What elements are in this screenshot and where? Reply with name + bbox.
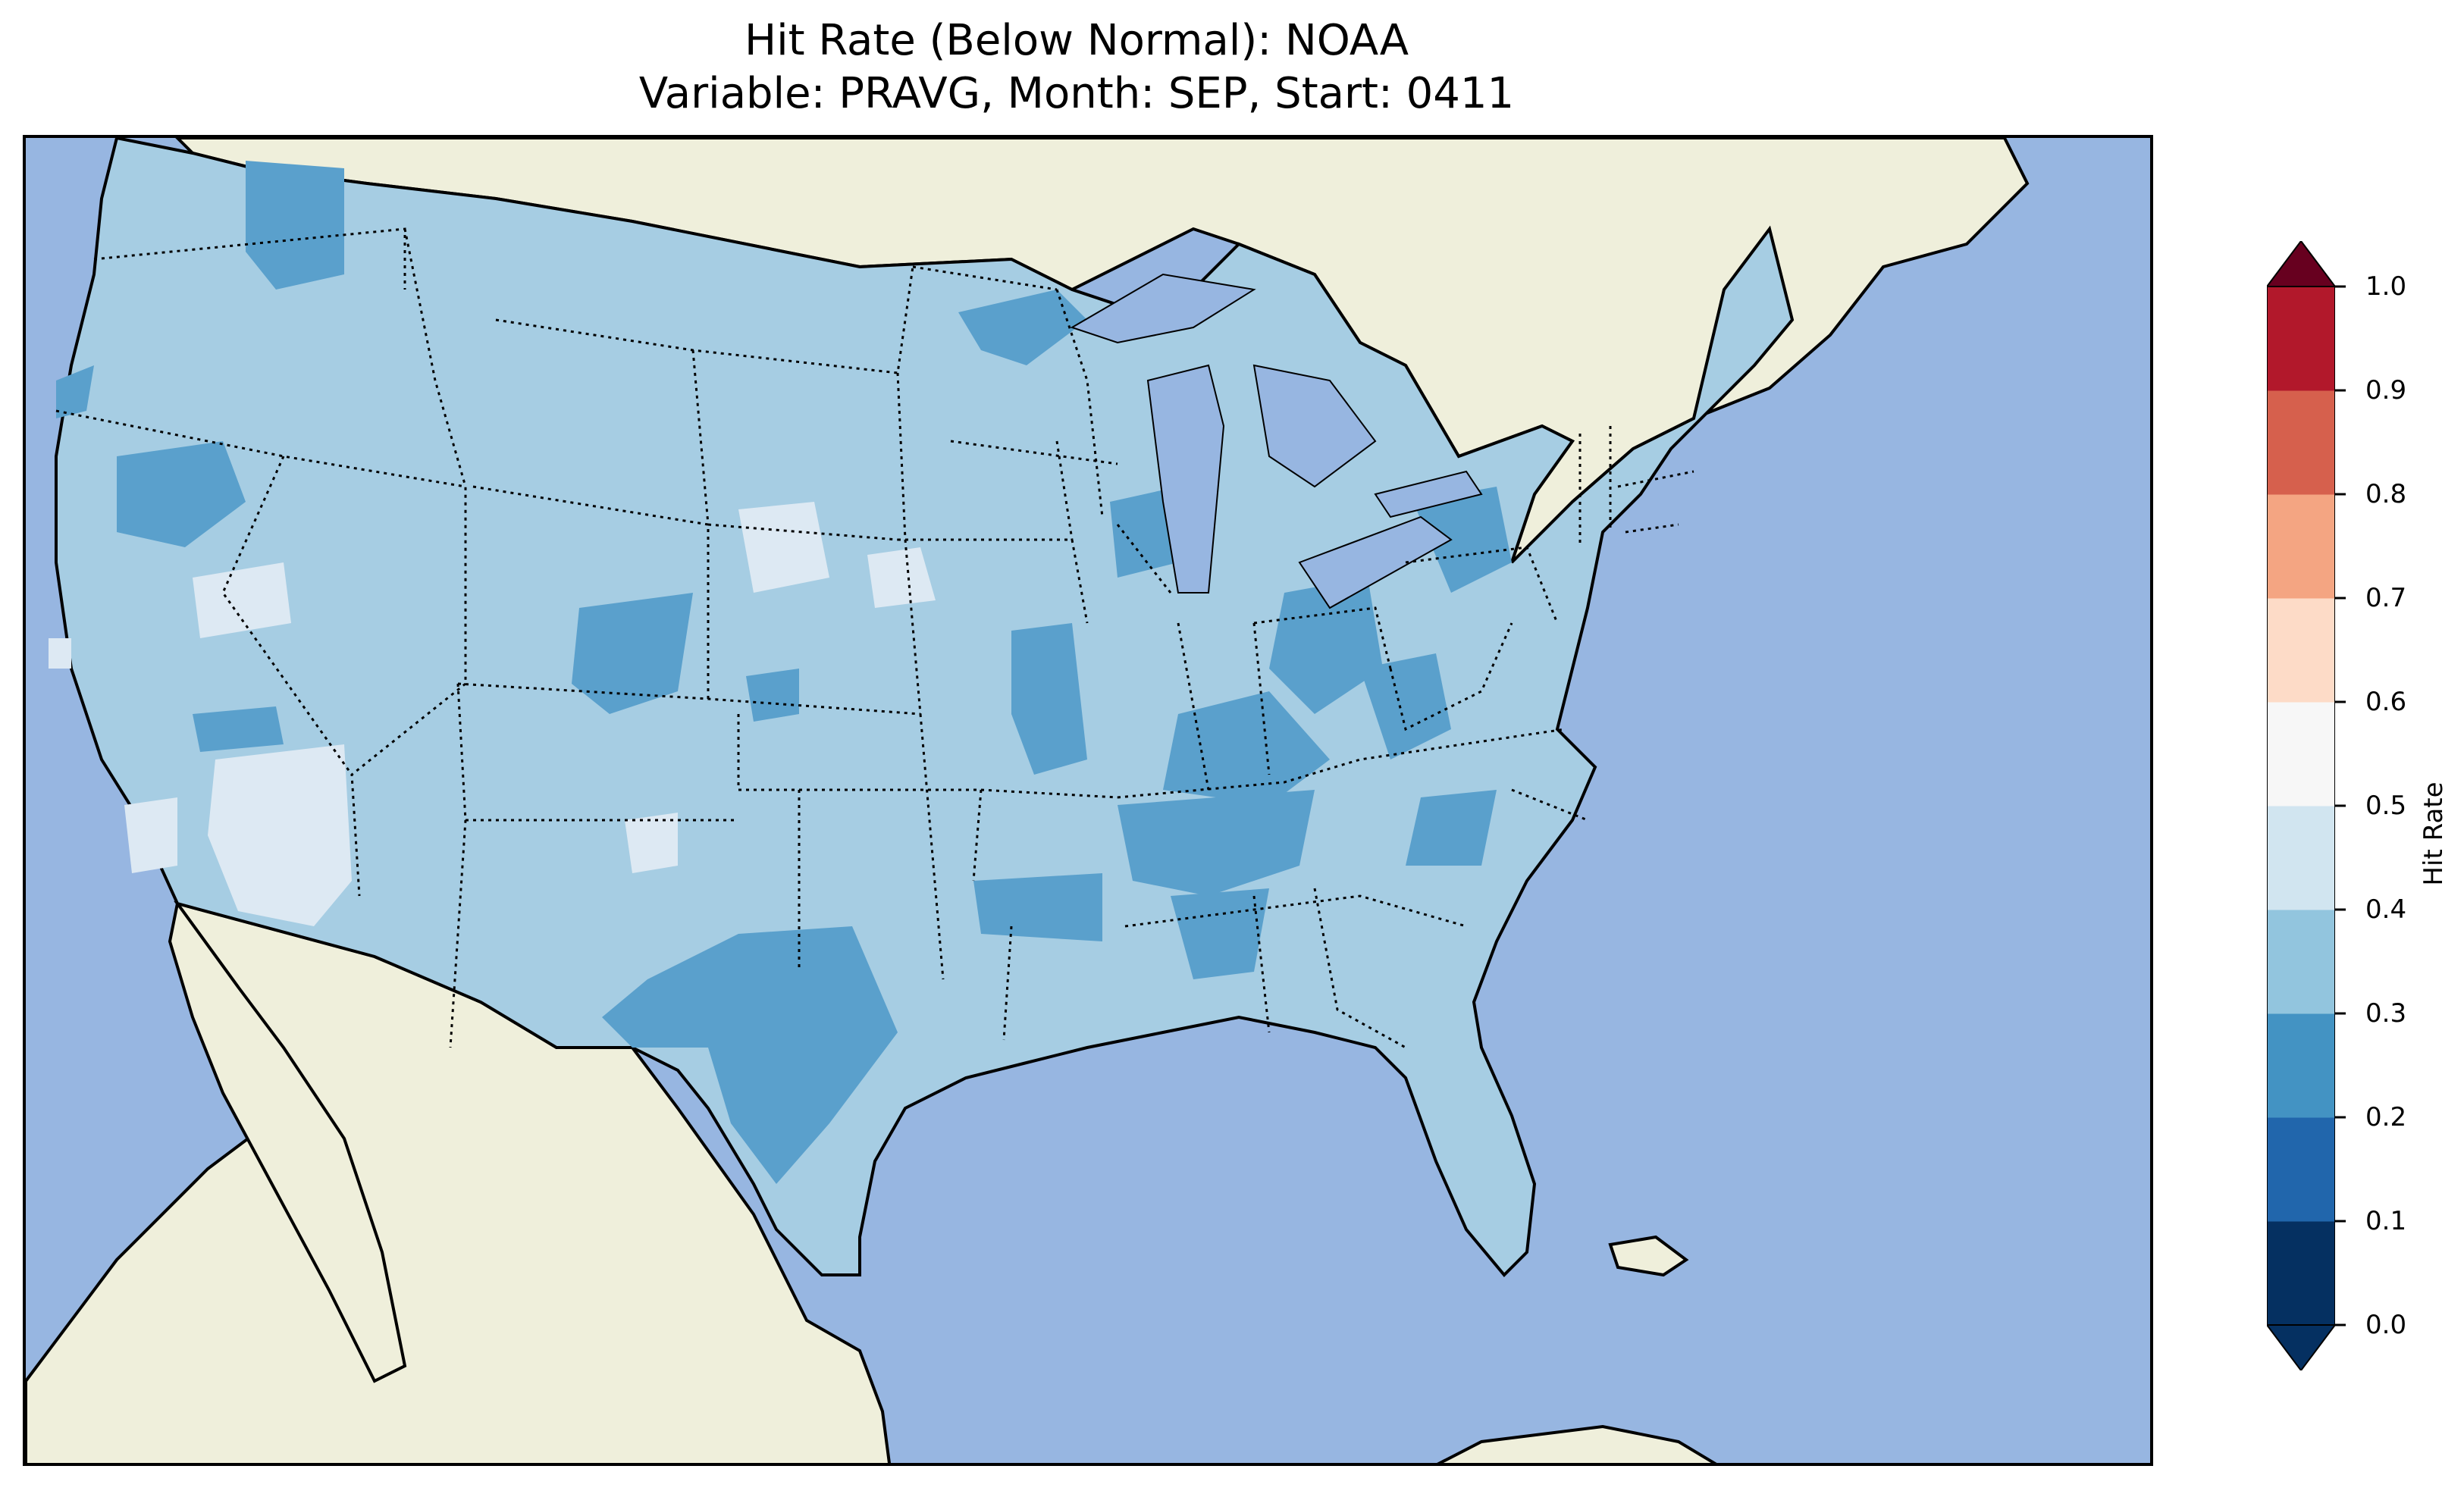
colorbar-tick-label: 0.2 xyxy=(2365,1102,2407,1132)
colorbar-bin xyxy=(2267,910,2335,1014)
baja-peninsula xyxy=(168,900,407,1383)
colorbar-bin xyxy=(2267,702,2335,807)
colorbar-tick-mark xyxy=(2335,389,2346,392)
colorbar-bin xyxy=(2267,598,2335,703)
colorbar-tick-label: 0.3 xyxy=(2365,998,2407,1029)
colorbar-tick-mark xyxy=(2335,597,2346,600)
colorbar-tick-label: 1.0 xyxy=(2365,271,2407,302)
chart-subtitle: Variable: PRAVG, Month: SEP, Start: 0411 xyxy=(638,69,1515,118)
colorbar-label: Hit Rate xyxy=(2419,781,2449,886)
colorbar-tick-label: 0.7 xyxy=(2365,583,2407,613)
colorbar-tick-label: 0.5 xyxy=(2365,791,2407,821)
colorbar-tick-mark xyxy=(2335,700,2346,703)
colorbar-tick-label: 0.0 xyxy=(2365,1310,2407,1340)
colorbar-bin xyxy=(2267,1221,2335,1326)
colorbar-outline xyxy=(2267,286,2335,1326)
colorbar-tick-label: 0.8 xyxy=(2365,479,2407,509)
colorbar-bin xyxy=(2267,1117,2335,1222)
map-svg xyxy=(26,138,2150,1463)
state-borders xyxy=(55,227,1694,1049)
colorbar-tick-mark xyxy=(2335,1116,2346,1119)
colorbar-extend-low xyxy=(2267,1324,2335,1370)
south-america-tip xyxy=(1437,1424,1717,1463)
colorbar-tick-mark xyxy=(2335,1323,2346,1326)
colorbar-extend-high xyxy=(2267,241,2335,287)
colorbar-bin xyxy=(2267,287,2335,391)
colorbar-tick-mark xyxy=(2335,804,2346,807)
colorbar-bin xyxy=(2267,1013,2335,1118)
hit-rate-0.4-0.5-regions xyxy=(49,502,936,926)
chart-title: Hit Rate (Below Normal): NOAA xyxy=(744,16,1409,65)
hit-rate-0.2-0.3-regions xyxy=(56,161,1512,1184)
colorbar-tick-label: 0.1 xyxy=(2365,1206,2407,1236)
colorbar-tick-mark xyxy=(2335,1220,2346,1223)
colorbar-tick-mark xyxy=(2335,908,2346,911)
colorbar-tick-mark xyxy=(2335,285,2346,288)
colorbar xyxy=(2267,241,2335,1370)
great-lakes xyxy=(1070,273,1483,609)
colorbar-bin xyxy=(2267,494,2335,599)
colorbar-tick-mark xyxy=(2335,493,2346,496)
colorbar-tick-label: 0.6 xyxy=(2365,687,2407,717)
map-panel xyxy=(23,135,2153,1466)
colorbar-tick-label: 0.4 xyxy=(2365,894,2407,925)
colorbar-tick-mark xyxy=(2335,1012,2346,1015)
cuba xyxy=(1608,1235,1689,1277)
colorbar-bin xyxy=(2267,390,2335,495)
colorbar-bin xyxy=(2267,806,2335,910)
colorbar-tick-label: 0.9 xyxy=(2365,375,2407,406)
